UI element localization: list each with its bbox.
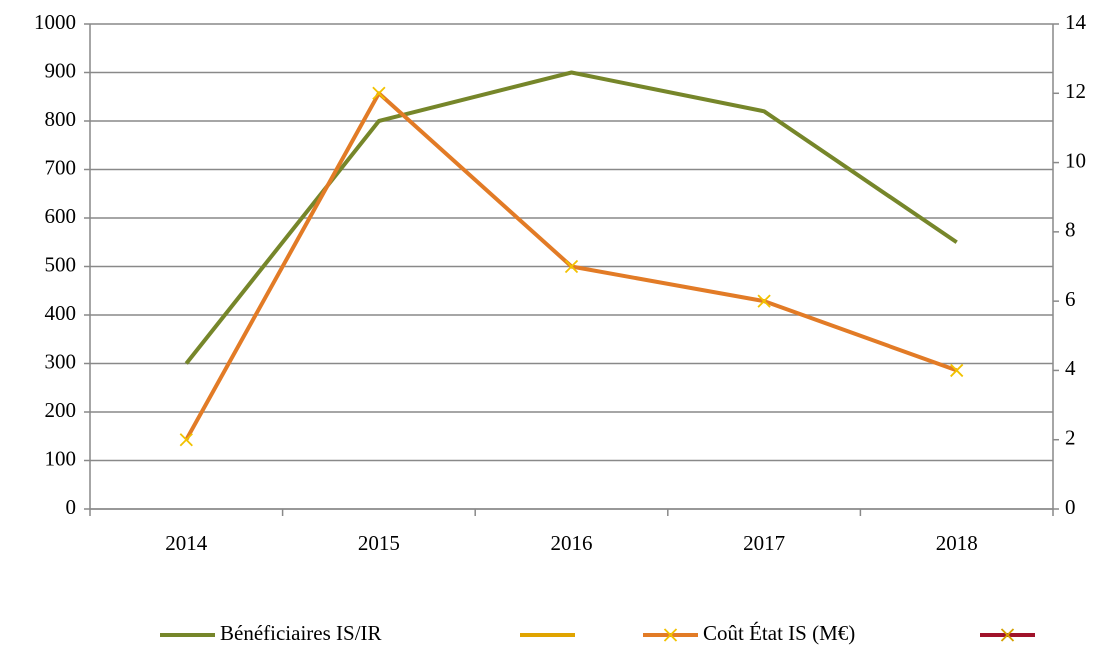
x-tick-label: 2014 <box>165 531 208 555</box>
legend-marker <box>663 628 678 642</box>
y-tick-label: 800 <box>45 107 77 131</box>
y2-tick-label: 12 <box>1065 79 1086 103</box>
x-tick-label: 2016 <box>551 531 593 555</box>
y-tick-label: 900 <box>45 58 77 82</box>
x-tick-label: 2015 <box>358 531 400 555</box>
y-tick-label: 1000 <box>34 10 76 34</box>
y2-tick-label: 4 <box>1065 356 1076 380</box>
y2-tick-label: 14 <box>1065 10 1087 34</box>
y2-tick-label: 2 <box>1065 426 1076 450</box>
legend-label: Bénéficiaires IS/IR <box>220 621 382 645</box>
y-tick-label: 700 <box>45 155 77 179</box>
y-tick-label: 100 <box>45 446 77 470</box>
marker <box>372 86 386 100</box>
y2-tick-label: 6 <box>1065 287 1076 311</box>
y2-tick-label: 0 <box>1065 495 1076 519</box>
y-tick-label: 0 <box>66 495 77 519</box>
marker <box>757 294 771 308</box>
y-tick-label: 400 <box>45 301 77 325</box>
x-tick-label: 2017 <box>743 531 785 555</box>
y2-tick-label: 8 <box>1065 218 1076 242</box>
marker <box>950 363 964 378</box>
marker <box>564 259 579 274</box>
y-tick-label: 600 <box>45 204 77 228</box>
legend-marker <box>1000 628 1015 642</box>
marker <box>179 433 193 447</box>
legend-label: Coût État IS (M€) <box>703 621 855 645</box>
y-tick-label: 500 <box>45 252 77 276</box>
y-tick-label: 200 <box>45 398 77 422</box>
y-tick-label: 300 <box>45 349 77 373</box>
x-tick-label: 2018 <box>936 531 978 555</box>
y2-tick-label: 10 <box>1065 148 1086 172</box>
series-line <box>184 70 958 365</box>
